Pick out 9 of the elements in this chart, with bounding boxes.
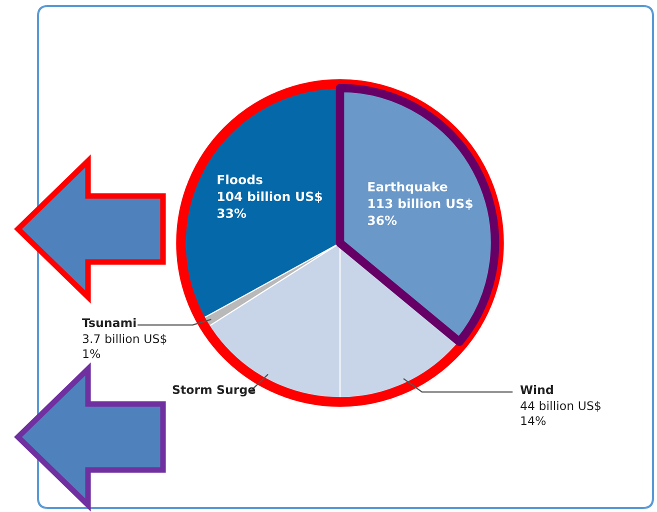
slice-label: Earthquake: [368, 182, 448, 194]
data-label: 3.7 billion US$ 1%: [82, 334, 166, 358]
slice-label: Wind: [520, 385, 553, 394]
slice-label: Tsunami: [82, 318, 136, 328]
data-label: 44 billion US$ 14%: [520, 401, 601, 426]
data-label: 104 billion US$ 33%: [217, 191, 322, 218]
slice-label: Floods: [218, 174, 262, 184]
data-label: 113 billion US$ 36%: [368, 198, 473, 226]
slice-label: Storm Surge: [172, 385, 256, 396]
